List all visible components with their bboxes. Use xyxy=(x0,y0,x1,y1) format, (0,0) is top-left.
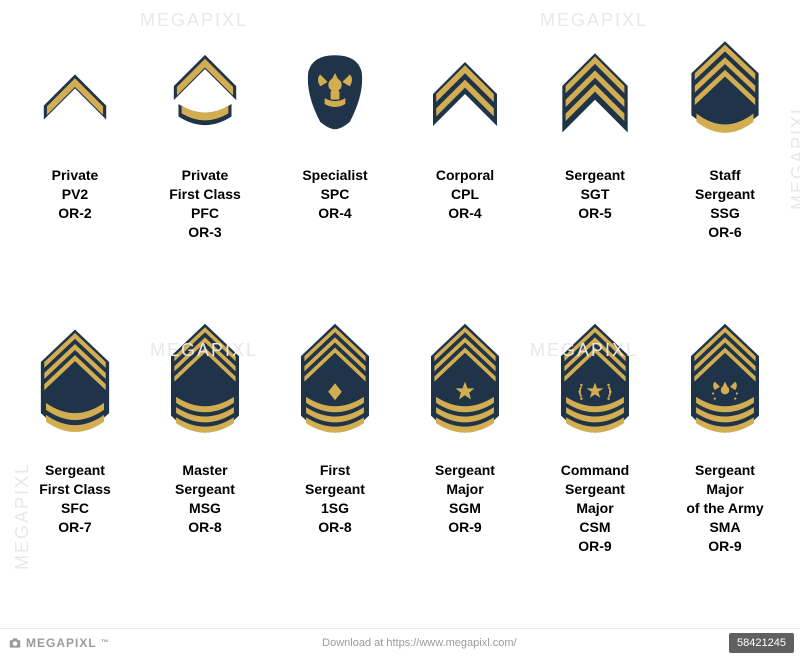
insignia-cpl xyxy=(415,20,515,160)
label-line: Master xyxy=(175,461,235,480)
insignia-pv2 xyxy=(25,20,125,160)
rank-label-cpl: Corporal CPL OR-4 xyxy=(436,166,494,223)
rank-cell-sfc: Sergeant First Class SFC OR-7 xyxy=(10,315,140,610)
label-line: SFC xyxy=(39,499,111,518)
rank-cell-1sg: First Sergeant 1SG OR-8 xyxy=(270,315,400,610)
rank-cell-csm: Command Sergeant Major CSM OR-9 xyxy=(530,315,660,610)
rank-label-spc: Specialist SPC OR-4 xyxy=(302,166,367,223)
rank-label-sfc: Sergeant First Class SFC OR-7 xyxy=(39,461,111,537)
label-line: Major xyxy=(435,480,495,499)
rank-cell-ssg: Staff Sergeant SSG OR-6 xyxy=(660,20,790,315)
insignia-1sg xyxy=(285,315,385,455)
label-line: OR-7 xyxy=(39,518,111,537)
label-line: SMA xyxy=(686,518,763,537)
insignia-sfc xyxy=(25,315,125,455)
label-line: MSG xyxy=(175,499,235,518)
rank-cell-pv2: Private PV2 OR-2 xyxy=(10,20,140,315)
rank-label-pfc: Private First Class PFC OR-3 xyxy=(169,166,241,242)
label-line: First Class xyxy=(39,480,111,499)
label-line: First Class xyxy=(169,185,241,204)
label-line: Private xyxy=(52,166,99,185)
insignia-csm xyxy=(545,315,645,455)
label-line: Sergeant xyxy=(435,461,495,480)
label-line: Private xyxy=(169,166,241,185)
label-line: Sergeant xyxy=(686,461,763,480)
rank-label-msg: Master Sergeant MSG OR-8 xyxy=(175,461,235,537)
label-line: Major xyxy=(561,499,629,518)
rank-label-sgm: Sergeant Major SGM OR-9 xyxy=(435,461,495,537)
label-line: PFC xyxy=(169,204,241,223)
label-line: Command xyxy=(561,461,629,480)
label-line: Major xyxy=(686,480,763,499)
rank-cell-cpl: Corporal CPL OR-4 xyxy=(400,20,530,315)
label-line: Staff xyxy=(695,166,755,185)
footer-bar: MEGAPIXL ™ Download at https://www.megapi… xyxy=(0,628,800,656)
rank-label-csm: Command Sergeant Major CSM OR-9 xyxy=(561,461,629,555)
rank-cell-pfc: Private First Class PFC OR-3 xyxy=(140,20,270,315)
label-line: Sergeant xyxy=(305,480,365,499)
rank-label-sma: Sergeant Major of the Army SMA OR-9 xyxy=(686,461,763,555)
label-line: Corporal xyxy=(436,166,494,185)
rank-label-ssg: Staff Sergeant SSG OR-6 xyxy=(695,166,755,242)
insignia-msg xyxy=(155,315,255,455)
label-line: OR-8 xyxy=(175,518,235,537)
label-line: Sergeant xyxy=(39,461,111,480)
rank-cell-msg: Master Sergeant MSG OR-8 xyxy=(140,315,270,610)
rank-cell-sma: Sergeant Major of the Army SMA OR-9 xyxy=(660,315,790,610)
label-line: OR-9 xyxy=(561,537,629,556)
label-line: OR-4 xyxy=(302,204,367,223)
insignia-sgm xyxy=(415,315,515,455)
camera-icon xyxy=(8,636,22,650)
label-line: Sergeant xyxy=(175,480,235,499)
insignia-pfc xyxy=(155,20,255,160)
label-line: CPL xyxy=(436,185,494,204)
label-line: OR-9 xyxy=(435,518,495,537)
label-line: PV2 xyxy=(52,185,99,204)
label-line: OR-4 xyxy=(436,204,494,223)
label-line: OR-6 xyxy=(695,223,755,242)
footer-image-id: 58421245 xyxy=(729,633,794,653)
label-line: SPC xyxy=(302,185,367,204)
label-line: OR-2 xyxy=(52,204,99,223)
rank-cell-spc: Specialist SPC OR-4 xyxy=(270,20,400,315)
label-line: Sergeant xyxy=(565,166,625,185)
rank-cell-sgm: Sergeant Major SGM OR-9 xyxy=(400,315,530,610)
rank-grid: Private PV2 OR-2 Private First Class PFC… xyxy=(0,0,800,620)
insignia-spc xyxy=(285,20,385,160)
footer-brand-tm: ™ xyxy=(101,638,110,647)
footer-brand: MEGAPIXL ™ xyxy=(8,636,110,650)
insignia-sma xyxy=(675,315,775,455)
footer-brand-text: MEGAPIXL xyxy=(26,636,97,650)
label-line: SGT xyxy=(565,185,625,204)
label-line: Specialist xyxy=(302,166,367,185)
label-line: First xyxy=(305,461,365,480)
rank-cell-sgt: Sergeant SGT OR-5 xyxy=(530,20,660,315)
label-line: of the Army xyxy=(686,499,763,518)
rank-label-pv2: Private PV2 OR-2 xyxy=(52,166,99,223)
label-line: Sergeant xyxy=(695,185,755,204)
rank-label-sgt: Sergeant SGT OR-5 xyxy=(565,166,625,223)
footer-download-text: Download at https://www.megapixl.com/ xyxy=(322,637,516,649)
label-line: OR-8 xyxy=(305,518,365,537)
insignia-sgt xyxy=(545,20,645,160)
insignia-ssg xyxy=(675,20,775,160)
label-line: OR-5 xyxy=(565,204,625,223)
label-line: SGM xyxy=(435,499,495,518)
rank-label-1sg: First Sergeant 1SG OR-8 xyxy=(305,461,365,537)
label-line: 1SG xyxy=(305,499,365,518)
label-line: SSG xyxy=(695,204,755,223)
label-line: CSM xyxy=(561,518,629,537)
label-line: OR-3 xyxy=(169,223,241,242)
label-line: OR-9 xyxy=(686,537,763,556)
label-line: Sergeant xyxy=(561,480,629,499)
